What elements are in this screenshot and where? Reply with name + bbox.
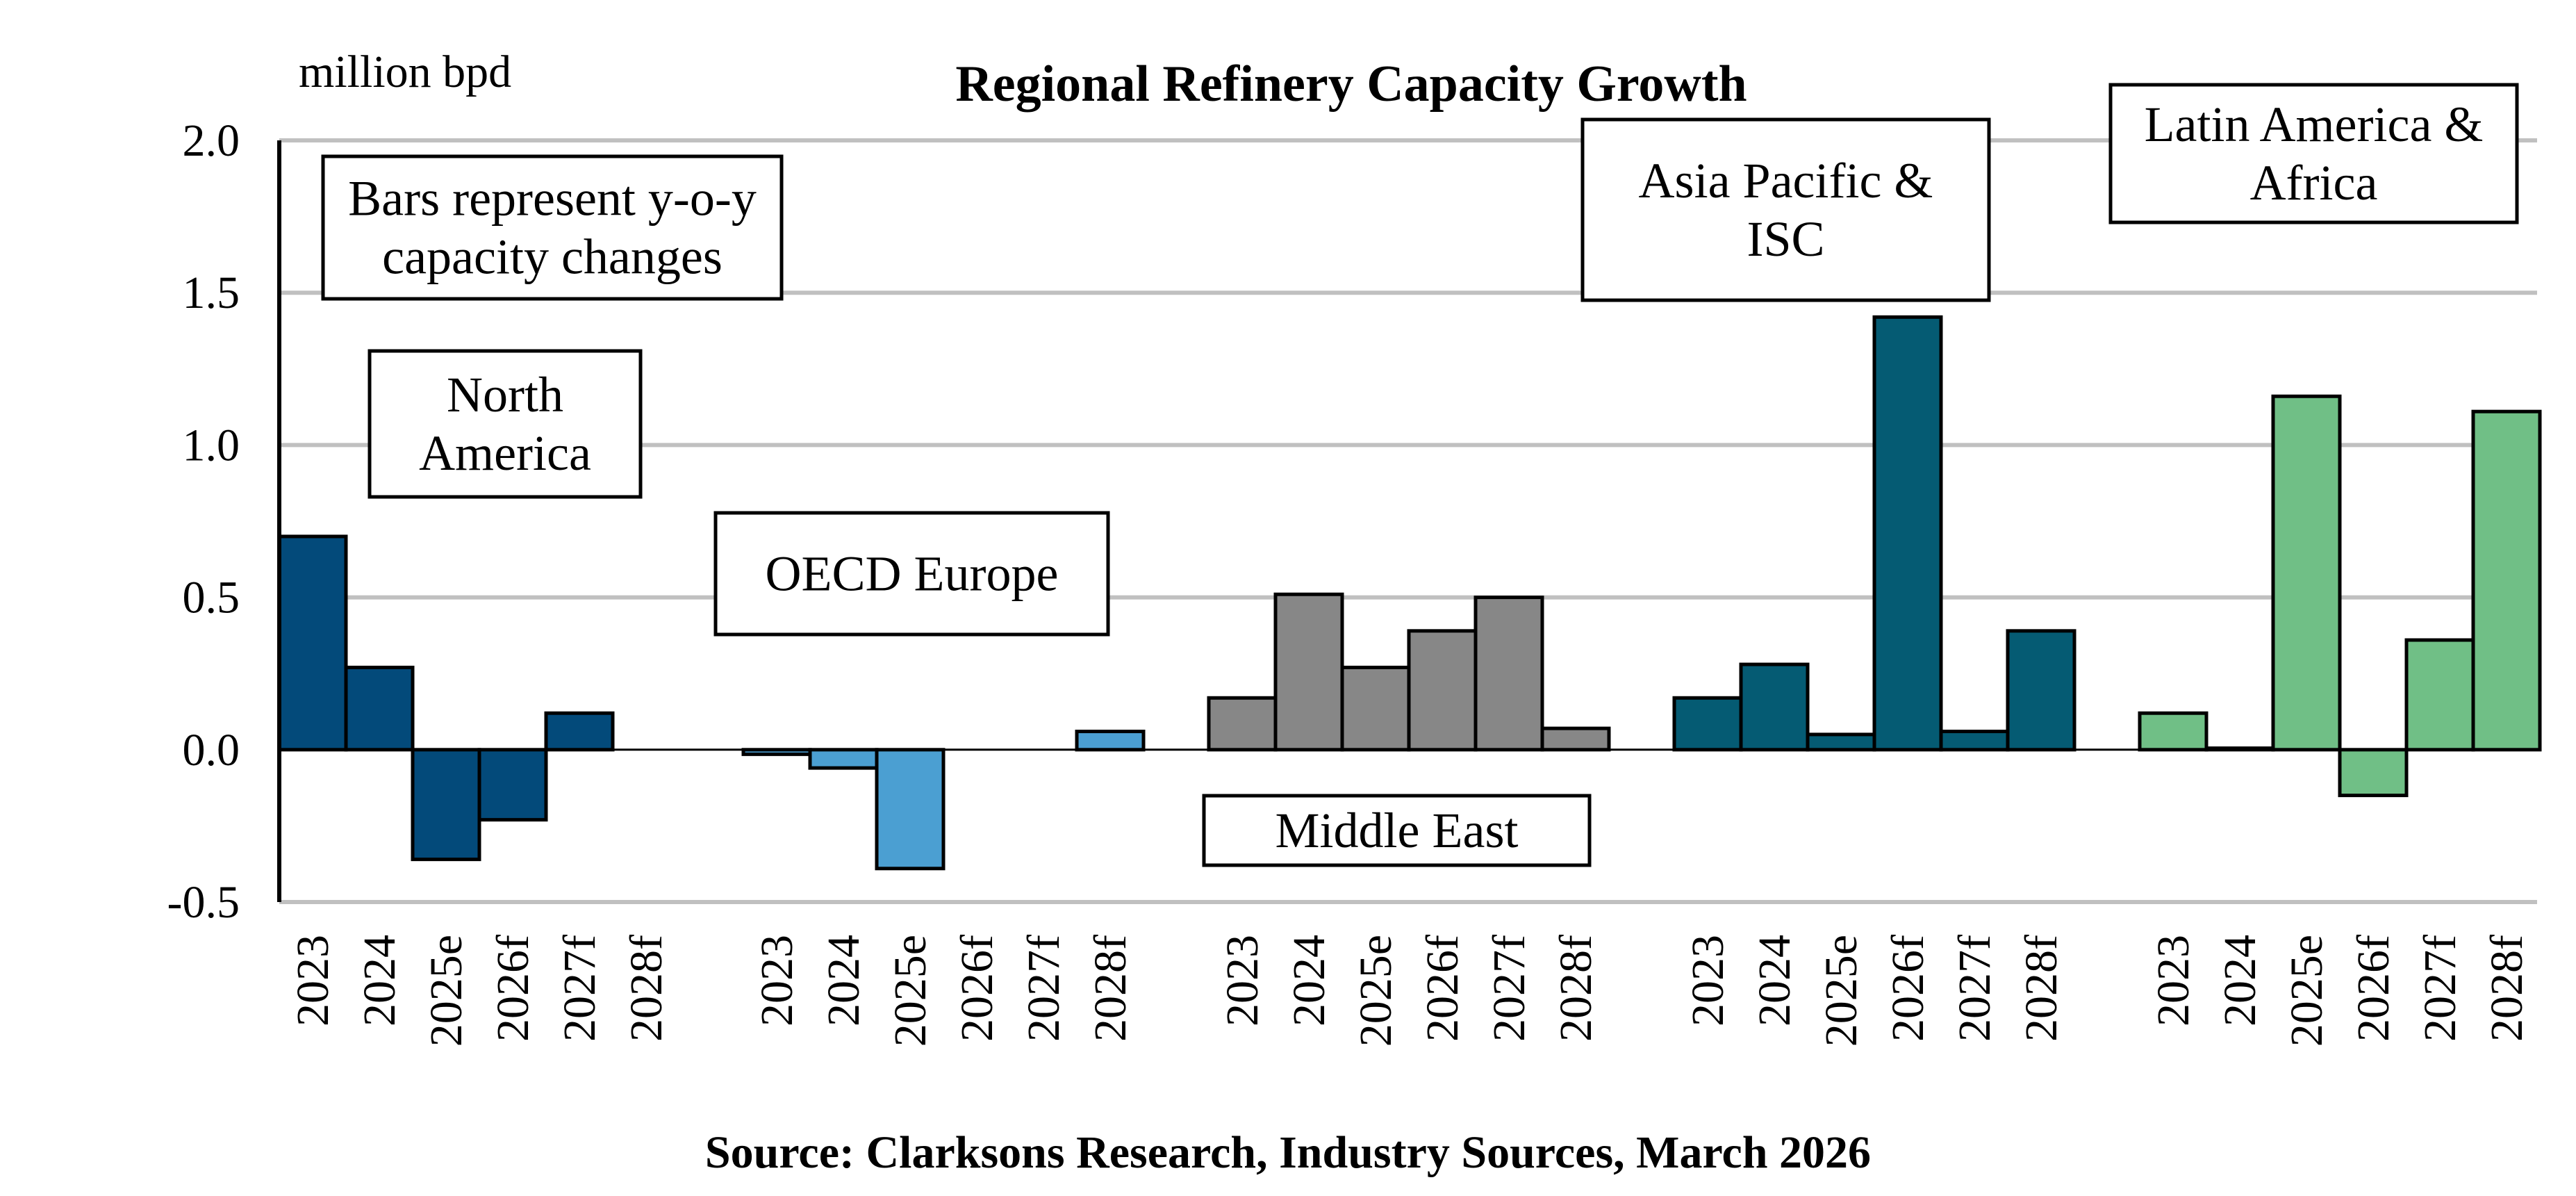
x-tick-label: 2027f	[1018, 935, 1069, 1042]
label-box	[2108, 83, 2519, 224]
x-tick-label: 2026f	[1883, 935, 1933, 1042]
label-asia-pacific-isc: Asia Pacific &ISC	[1580, 117, 1991, 302]
label-box	[321, 154, 784, 301]
y-tick-labels: 2.0 1.5 1.0 0.5 0.0 -0.5	[167, 115, 240, 928]
bar	[2138, 711, 2208, 752]
label-middle-east: Middle East	[1202, 794, 1592, 867]
x-tick-label: 2027f	[2415, 935, 2466, 1042]
bar	[544, 711, 615, 752]
label-box	[368, 349, 643, 499]
bar	[2404, 638, 2475, 752]
x-tick-label: 2024	[2215, 935, 2265, 1026]
bar	[1806, 732, 1876, 752]
x-tick-label: 2025e	[1816, 935, 1867, 1047]
y-tick-label: -0.5	[167, 877, 240, 928]
label-box	[1580, 117, 1991, 302]
x-tick-label: 2027f	[554, 935, 605, 1042]
label-box	[713, 511, 1110, 637]
bar	[277, 534, 348, 752]
chart-title: Regional Refinery Capacity Growth	[955, 56, 1747, 113]
bar	[1872, 315, 1943, 752]
y-tick-label: 0.5	[183, 573, 240, 623]
x-tick-label: 2026f	[1417, 935, 1468, 1042]
x-tick-label: 2024	[1749, 935, 1800, 1026]
label-text: OECD Europe	[766, 546, 1059, 602]
x-tick-label: 2028f	[2016, 935, 2067, 1042]
label-latin-america-africa: Latin America &Africa	[2108, 83, 2519, 224]
bar	[411, 748, 481, 862]
axes	[277, 140, 2537, 902]
x-tick-label: 2024	[354, 935, 405, 1026]
y-tick-label: 0.0	[183, 725, 240, 776]
bar	[1939, 729, 2010, 752]
label-text: America	[419, 425, 591, 481]
bar	[1207, 696, 1278, 752]
bars	[277, 315, 2542, 871]
x-tick-labels: 2023 2024 2025e 2026f 2027f 2028f 2023 2024 2025…	[288, 935, 2532, 1047]
bar	[808, 748, 879, 770]
x-tick-label: 2028f	[2482, 935, 2532, 1042]
label-text: Middle East	[1275, 803, 1519, 858]
bar	[1407, 629, 1478, 752]
bar	[1672, 696, 1743, 752]
x-tick-label: 2028f	[1551, 935, 1601, 1042]
x-tick-label: 2023	[2148, 935, 2199, 1026]
label-text: North	[447, 367, 563, 423]
x-tick-label: 2028f	[621, 935, 672, 1042]
label-text: ISC	[1747, 211, 1824, 267]
label-box	[1202, 794, 1592, 867]
x-tick-label: 2027f	[1949, 935, 2000, 1042]
y-tick-label: 1.0	[183, 420, 240, 470]
label-text: Asia Pacific &	[1639, 153, 1933, 208]
bar	[1340, 665, 1411, 752]
bar	[1075, 729, 1146, 752]
label-text: capacity changes	[382, 229, 723, 285]
x-tick-label: 2026f	[488, 935, 538, 1042]
x-tick-label: 2024	[1284, 935, 1335, 1026]
x-tick-label: 2026f	[952, 935, 1002, 1042]
y-tick-label: 1.5	[183, 268, 240, 318]
x-tick-label: 2024	[818, 935, 869, 1026]
x-tick-label: 2025e	[885, 935, 936, 1047]
x-tick-label: 2023	[288, 935, 338, 1026]
bar	[2006, 629, 2077, 752]
bar	[344, 665, 415, 752]
label-text: Africa	[2250, 155, 2378, 211]
x-tick-label: 2025e	[421, 935, 472, 1047]
label-oecd-europe: OECD Europe	[713, 511, 1110, 637]
bar	[1473, 596, 1544, 752]
label-text: Bars represent y-o-y	[348, 171, 757, 227]
bar	[1739, 662, 1810, 752]
x-tick-label: 2023	[1683, 935, 1733, 1026]
label-text: Latin America &	[2145, 97, 2484, 152]
bar	[1273, 592, 1344, 752]
x-tick-label: 2023	[1217, 935, 1268, 1026]
x-tick-label: 2026f	[2348, 935, 2399, 1042]
x-tick-label: 2023	[752, 935, 802, 1026]
x-tick-label: 2028f	[1085, 935, 1136, 1042]
y-tick-label: 2.0	[183, 115, 240, 166]
bar	[2471, 409, 2542, 752]
y-unit-label: million bpd	[299, 47, 511, 97]
bar	[477, 748, 548, 822]
x-tick-label: 2027f	[1484, 935, 1535, 1042]
bar	[875, 748, 946, 871]
bar	[1540, 726, 1611, 752]
x-tick-label: 2025e	[2281, 935, 2332, 1047]
x-tick-label: 2025e	[1351, 935, 1401, 1047]
source-note: Source: Clarksons Research, Industry Sou…	[705, 1127, 1871, 1178]
bar	[2338, 748, 2409, 798]
bar	[2271, 394, 2342, 752]
